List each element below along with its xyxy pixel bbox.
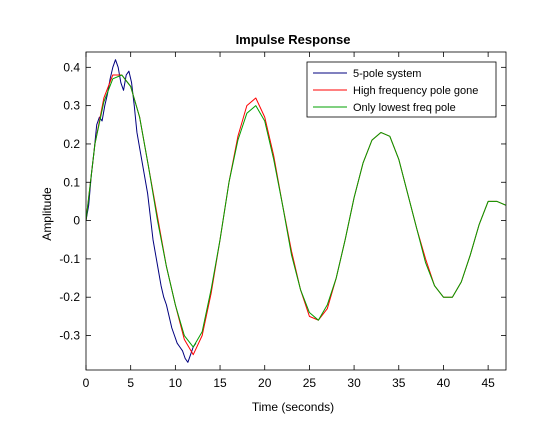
y-axis-ticks: -0.3 -0.2 -0.1 0 0.1 0.2 0.3 0.4 [59, 60, 506, 343]
y-axis-label: Amplitude [40, 187, 54, 241]
x-tick-label: 30 [347, 376, 361, 390]
x-tick-label: 45 [481, 376, 495, 390]
y-tick-label: -0.3 [59, 329, 80, 343]
x-tick-label: 35 [392, 376, 406, 390]
y-tick-label: 0.1 [63, 175, 80, 189]
y-tick-label: -0.1 [59, 252, 80, 266]
legend-label-1: 5-pole system [353, 68, 421, 80]
y-tick-label: 0.2 [63, 137, 80, 151]
series-line-1 [86, 59, 197, 363]
x-tick-label: 10 [169, 376, 183, 390]
x-tick-label: 5 [127, 376, 134, 390]
x-tick-label: 20 [258, 376, 272, 390]
legend: 5-pole system High frequency pole gone Onl… [306, 61, 497, 118]
legend-label-2: High frequency pole gone [353, 85, 478, 97]
x-tick-label: 25 [303, 376, 317, 390]
x-tick-label: 0 [83, 376, 90, 390]
series-line-3 [86, 74, 506, 348]
series-layer [86, 59, 506, 363]
y-tick-label: 0.3 [63, 99, 80, 113]
chart-title: Impulse Response [236, 32, 351, 47]
x-tick-label: 40 [437, 376, 451, 390]
y-tick-label: -0.2 [59, 290, 80, 304]
plot-frame [85, 51, 507, 371]
x-axis-label: Time (seconds) [252, 400, 334, 414]
y-tick-label: 0 [73, 214, 80, 228]
x-tick-label: 15 [213, 376, 227, 390]
y-tick-label: 0.4 [63, 60, 80, 74]
legend-label-3: Only lowest freq pole [353, 102, 456, 114]
x-axis-ticks: 0 5 10 15 20 25 30 35 40 45 [83, 52, 495, 390]
